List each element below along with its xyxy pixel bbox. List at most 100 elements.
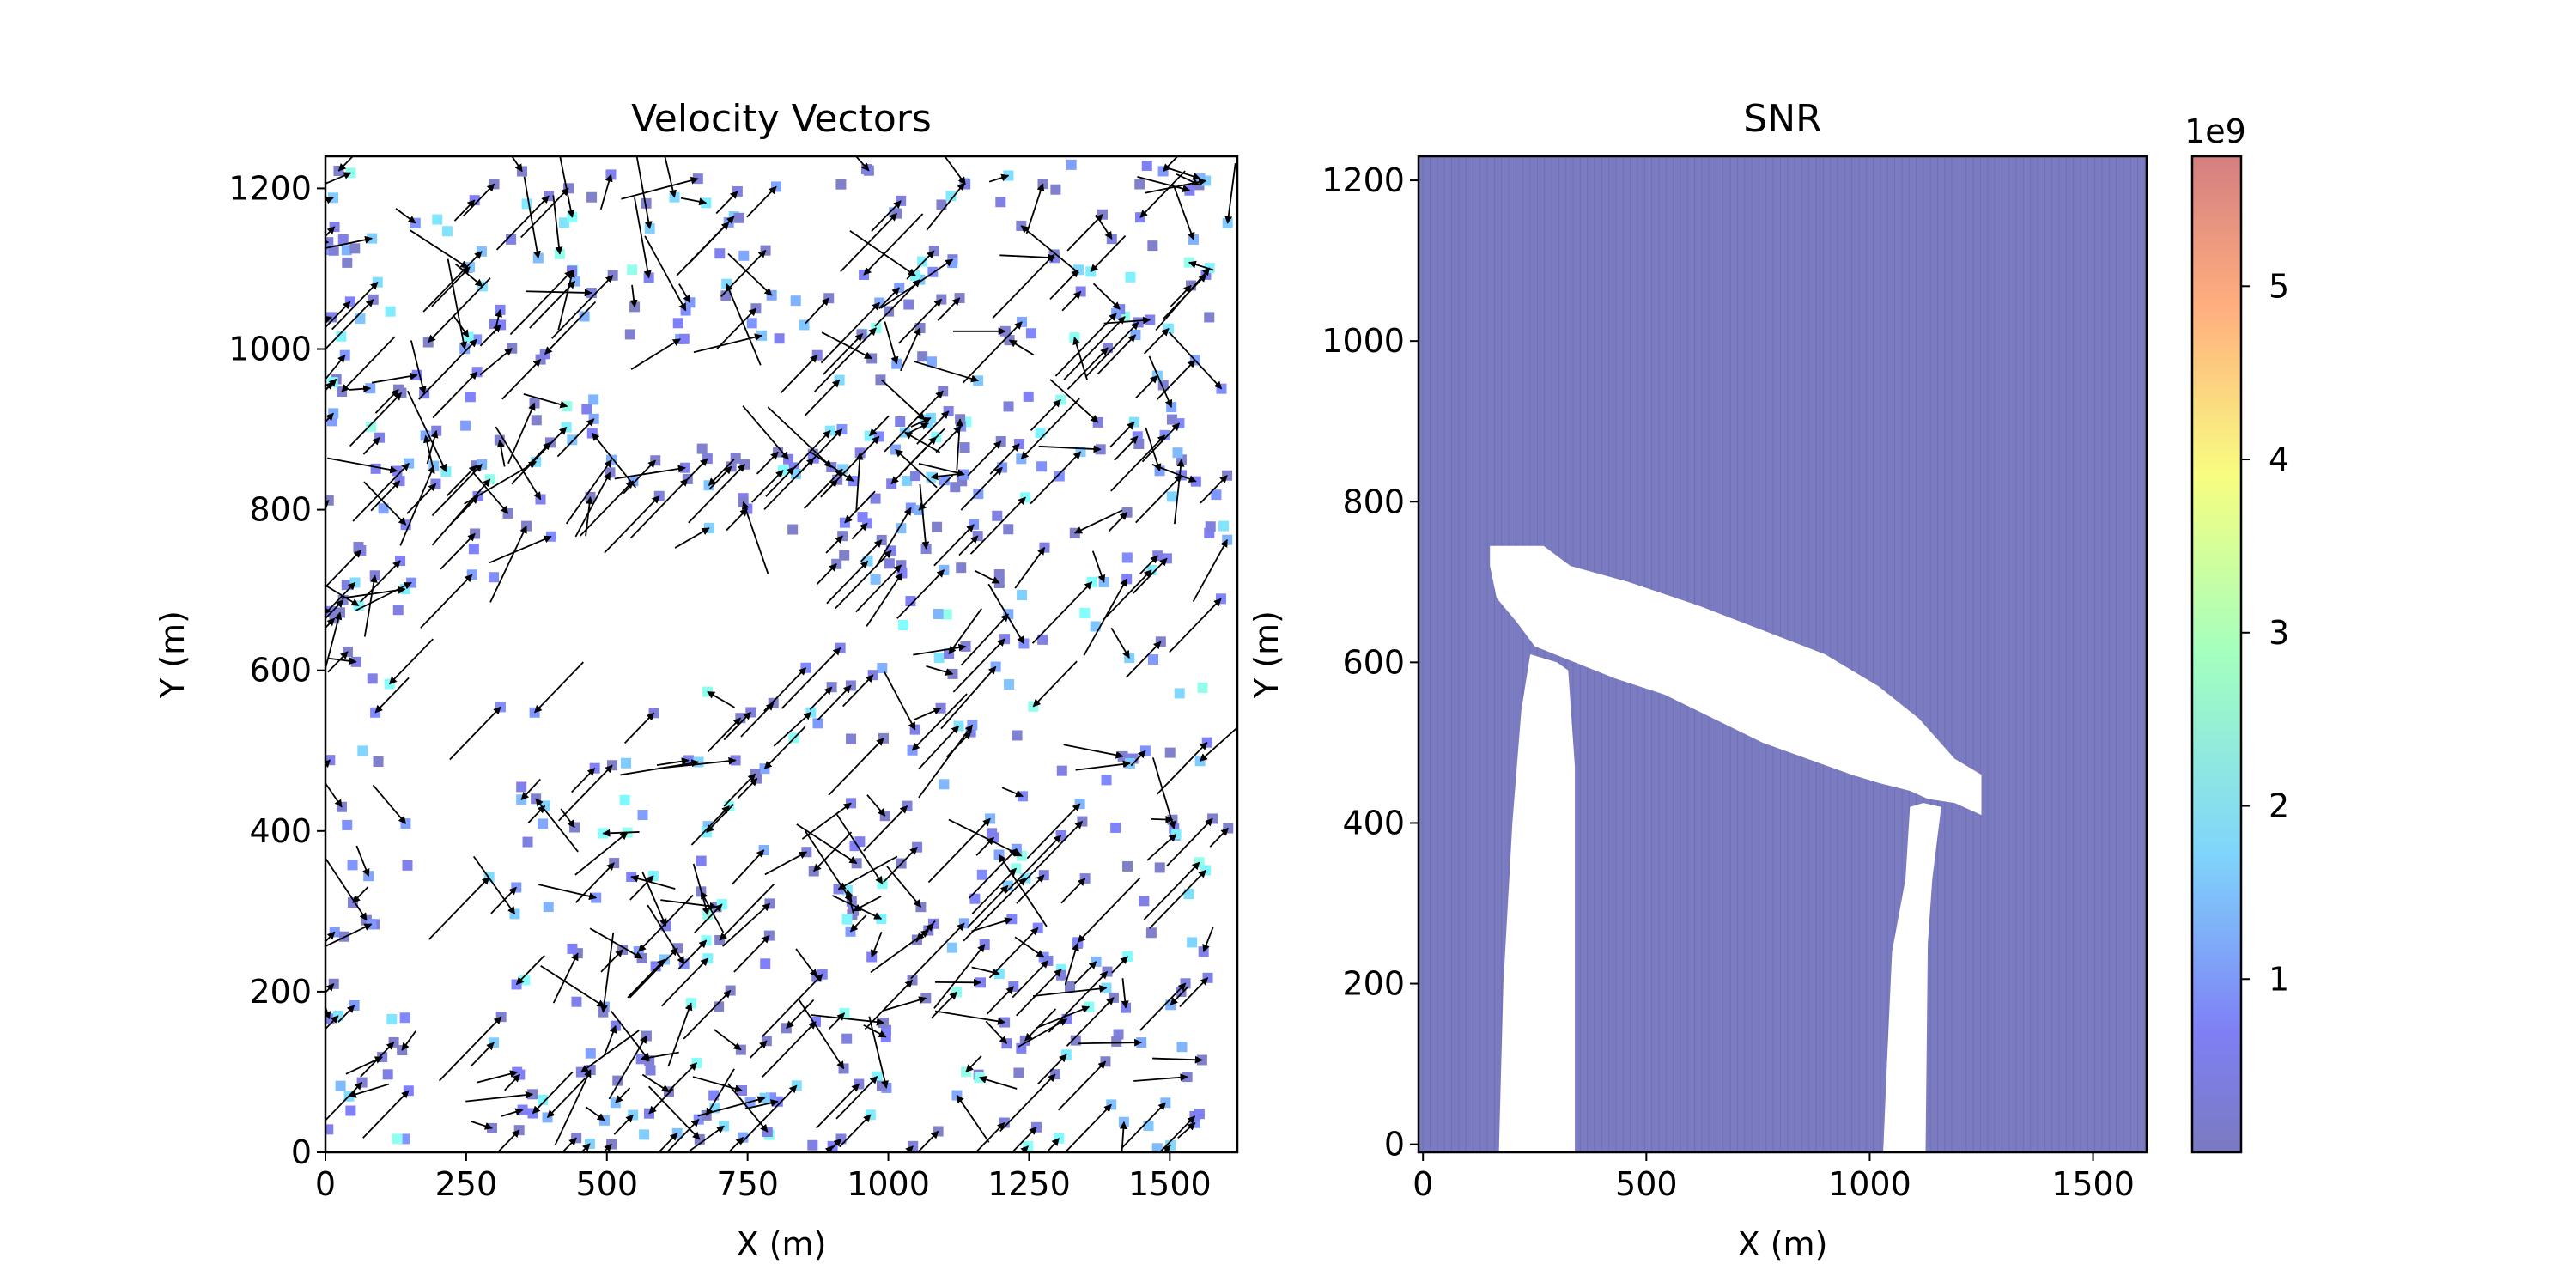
snr-y-tick-label: 600	[1342, 643, 1405, 681]
velocity-arrow	[574, 471, 611, 538]
velocity-arrow	[1192, 538, 1228, 602]
velocity-marker	[347, 860, 358, 871]
velocity-marker	[870, 574, 881, 585]
velocity-arrow	[971, 917, 1013, 933]
velocity-marker	[581, 404, 592, 415]
velocity-arrow	[571, 768, 596, 793]
velocity-x-tick-label: 500	[576, 1165, 639, 1203]
velocity-marker	[1013, 1067, 1024, 1078]
velocity-arrow	[544, 301, 597, 355]
velocity-arrow	[1139, 555, 1158, 575]
velocity-marker	[385, 306, 396, 317]
velocity-marker	[1012, 730, 1023, 741]
velocity-x-ticks: 0 250 500 750 1000 1250 1500	[315, 1152, 1212, 1203]
velocity-y-tick-label: 0	[291, 1133, 312, 1171]
velocity-arrow	[1151, 464, 1197, 483]
velocity-arrow	[1032, 984, 1108, 997]
velocity-marker	[345, 1105, 356, 1116]
velocity-marker	[976, 869, 987, 880]
velocity-marker	[917, 351, 928, 362]
velocity-arrow	[1125, 641, 1162, 678]
velocity-marker	[399, 1012, 410, 1024]
velocity-arrow	[1102, 569, 1152, 621]
velocity-arrow	[371, 372, 418, 384]
velocity-marker	[431, 425, 442, 436]
snr-heatmap	[1419, 156, 2147, 1152]
velocity-arrow	[916, 410, 950, 445]
colorbar-tick-label: 2	[2269, 787, 2289, 825]
velocity-arrow	[840, 212, 897, 272]
colorbar-tick-label: 5	[2269, 267, 2289, 305]
velocity-marker	[378, 503, 389, 514]
velocity-arrow	[933, 944, 986, 1009]
velocity-arrow	[574, 862, 615, 903]
velocity-marker	[933, 653, 945, 664]
velocity-marker	[1037, 634, 1048, 645]
velocity-marker	[441, 226, 453, 237]
velocity-arrow	[960, 613, 1009, 666]
velocity-arrow	[656, 757, 690, 767]
velocity-marker	[790, 295, 801, 307]
velocity-arrow	[708, 459, 735, 486]
velocity-arrow	[863, 805, 908, 852]
velocity-arrow	[986, 986, 1014, 1015]
velocity-arrow	[614, 465, 686, 480]
velocity-arrow	[325, 412, 334, 423]
velocity-arrow	[410, 340, 427, 395]
velocity-arrow	[870, 932, 883, 958]
velocity-arrow	[900, 327, 921, 372]
velocity-arrow	[918, 474, 954, 511]
velocity-arrow	[1012, 960, 1049, 999]
velocity-marker	[945, 191, 957, 202]
velocity-arrow	[1037, 1054, 1067, 1085]
velocity-arrow	[763, 667, 807, 712]
velocity-marker	[1204, 312, 1215, 323]
velocity-arrow	[866, 572, 903, 628]
velocity-arrow	[620, 759, 700, 776]
velocity-arrow	[599, 932, 615, 1013]
velocity-arrow	[853, 896, 882, 912]
velocity-marker	[1145, 927, 1157, 939]
velocity-arrow	[325, 856, 368, 921]
velocity-marker	[585, 1048, 596, 1059]
snr-x-axis-label: X (m)	[1738, 1225, 1828, 1263]
velocity-arrow	[355, 845, 370, 878]
velocity-arrow	[915, 923, 934, 943]
velocity-arrow	[345, 1056, 383, 1075]
velocity-plot-frame	[324, 155, 1239, 1154]
velocity-arrow	[552, 195, 563, 255]
velocity-arrow	[668, 1062, 697, 1092]
velocity-arrow	[1135, 374, 1158, 399]
velocity-marker	[328, 245, 339, 256]
velocity-arrow	[337, 1005, 355, 1023]
velocity-arrow	[440, 532, 476, 570]
velocity-arrow	[465, 1091, 534, 1103]
velocity-arrow	[1084, 321, 1139, 378]
velocity-marker	[1143, 1121, 1154, 1132]
velocity-marker	[875, 374, 886, 386]
velocity-arrow	[1179, 977, 1209, 1008]
velocity-arrow	[763, 457, 815, 510]
velocity-arrow	[462, 183, 495, 217]
velocity-arrow	[1169, 331, 1223, 390]
velocity-arrow	[325, 172, 352, 185]
velocity-arrow	[557, 269, 575, 331]
velocity-arrow	[613, 1114, 634, 1135]
colorbar-ticks: 1 2 3 4 5	[2241, 267, 2289, 998]
velocity-arrow	[515, 954, 545, 986]
velocity-arrow	[629, 875, 654, 901]
velocity-arrow	[1049, 269, 1079, 301]
velocity-arrow	[561, 1137, 577, 1152]
velocity-arrow	[362, 1090, 410, 1139]
velocity-arrow	[989, 443, 1020, 475]
velocity-arrow	[835, 1076, 878, 1120]
velocity-marker	[382, 1069, 393, 1080]
velocity-arrow	[647, 1085, 701, 1140]
velocity-arrow	[680, 197, 708, 206]
velocity-arrow	[526, 289, 592, 297]
velocity-arrow	[895, 448, 938, 489]
snr-x-tick-label: 500	[1615, 1165, 1678, 1203]
velocity-arrow	[325, 237, 330, 246]
velocity-marker	[1148, 654, 1159, 665]
velocity-arrow	[1132, 557, 1168, 594]
